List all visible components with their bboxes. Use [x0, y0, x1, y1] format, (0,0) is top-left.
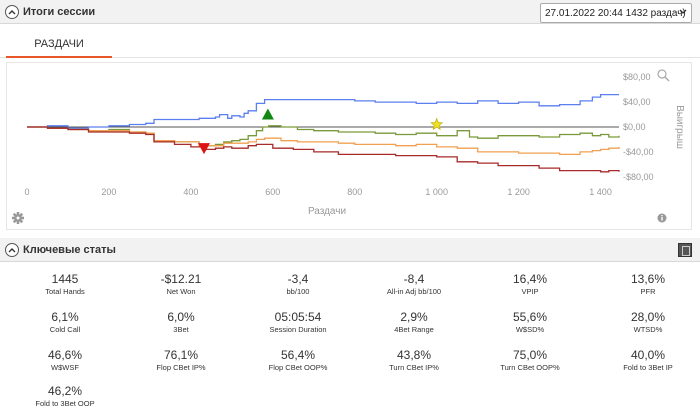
stat-cell: -3,4 bb/100: [240, 272, 356, 296]
stat-value: 55,6%: [512, 310, 548, 324]
stat-cell: 55,6% W$SD%: [472, 310, 588, 334]
stats-title: Ключевые статы: [23, 243, 116, 256]
x-tick-label: 1 200: [507, 187, 530, 197]
chevron-up-icon: [8, 9, 16, 14]
x-tick-label: 600: [265, 187, 280, 197]
y-tick-label: -$40,00: [623, 147, 654, 157]
stat-value: 43,8%: [396, 348, 432, 362]
gear-icon[interactable]: [12, 212, 24, 224]
stat-value: 40,0%: [630, 348, 666, 362]
stat-value: 13,6%: [630, 272, 666, 286]
stat-value: 1445: [51, 272, 79, 286]
stat-cell: 46,2% Fold to 3Bet OOP: [7, 384, 123, 408]
x-tick-label: 400: [183, 187, 198, 197]
tab-bar: РАЗДАЧИ: [0, 24, 700, 58]
stat-label: Flop CBet IP%: [156, 363, 206, 372]
stat-cell: 46,6% W$WSF: [7, 348, 123, 372]
series-line: [27, 93, 619, 129]
stats-header: Ключевые статы: [0, 238, 700, 262]
y-tick-label: $0,00: [623, 122, 646, 132]
collapse-stats-button[interactable]: [5, 242, 19, 257]
stat-value: 76,1%: [163, 348, 199, 362]
y-tick-label: $40,00: [623, 97, 651, 107]
stat-cell: 43,8% Turn CBet IP%: [356, 348, 472, 372]
stat-label: W$SD%: [515, 325, 545, 334]
stat-cell: 6,1% Cold Call: [7, 310, 123, 334]
stat-value: 2,9%: [400, 310, 428, 324]
stat-cell: 16,4% VPIP: [472, 272, 588, 296]
stat-cell: 6,0% 3Bet: [123, 310, 239, 334]
stat-value: 28,0%: [630, 310, 666, 324]
stat-value: 16,4%: [512, 272, 548, 286]
stat-value: 75,0%: [512, 348, 548, 362]
session-header: Итоги сессии 27.01.2022 20:44 1432 разда…: [0, 0, 700, 24]
stat-cell: 1445 Total Hands: [7, 272, 123, 296]
stat-value: 46,6%: [47, 348, 83, 362]
stat-value: -8,4: [403, 272, 425, 286]
stat-cell: 2,9% 4Bet Range: [356, 310, 472, 334]
tab-hands[interactable]: РАЗДАЧИ: [6, 32, 112, 58]
stat-label: All-in Adj bb/100: [386, 287, 442, 296]
y-axis-title: Выигрыш: [674, 105, 685, 149]
triangle-up-marker: [261, 108, 274, 120]
magnifier-icon[interactable]: [657, 69, 670, 82]
x-tick-label: 1 000: [425, 187, 448, 197]
stat-label: VPIP: [521, 287, 539, 296]
y-tick-label: -$80,00: [623, 172, 654, 182]
stat-label: W$WSF: [51, 363, 79, 372]
stat-label: 3Bet: [173, 325, 189, 334]
x-tick-label: 800: [347, 187, 362, 197]
stat-cell: 05:05:54 Session Duration: [240, 310, 356, 334]
stat-cell: 13,6% PFR: [590, 272, 700, 296]
stat-cell: 75,0% Turn CBet OOP%: [472, 348, 588, 372]
stat-label: 4Bet Range: [394, 325, 434, 334]
info-icon[interactable]: [657, 213, 667, 223]
session-select-value: 27.01.2022 20:44 1432 раздач): [545, 7, 686, 19]
stat-value: 46,2%: [47, 384, 83, 398]
chart-panel: 0 200 400 600 800 1 000 1 200 1 400 $80,00 $40,00…: [6, 62, 692, 230]
y-tick-label: $80,00: [623, 72, 651, 82]
stat-label: Fold to 3Bet OOP: [35, 399, 95, 408]
stat-cell: 28,0% WTSD%: [590, 310, 700, 334]
x-tick-label: 200: [101, 187, 116, 197]
x-tick-label: 0: [24, 187, 29, 197]
chevron-down-icon: [679, 9, 687, 14]
stat-cell: -8,4 All-in Adj bb/100: [356, 272, 472, 296]
stat-label: Flop CBet OOP%: [268, 363, 328, 372]
stat-label: Fold to 3Bet IP: [623, 363, 673, 372]
stat-label: Cold Call: [49, 325, 81, 334]
stat-cell: 56,4% Flop CBet OOP%: [240, 348, 356, 372]
stat-label: Total Hands: [45, 287, 85, 296]
stat-label: Turn CBet OOP%: [500, 363, 560, 372]
star-marker: [430, 117, 444, 131]
session-title: Итоги сессии: [23, 5, 96, 18]
series-line: [27, 125, 620, 147]
stat-cell: 76,1% Flop CBet IP%: [123, 348, 239, 372]
chevron-up-icon: [8, 247, 16, 252]
collapse-session-button[interactable]: [5, 4, 19, 19]
session-chart: 0 200 400 600 800 1 000 1 200 1 400 $80,00 $40,00…: [12, 69, 685, 224]
stat-value: -$12.21: [160, 272, 202, 286]
stat-value: 6,0%: [167, 310, 195, 324]
layout-toggle-button[interactable]: [678, 243, 692, 257]
stat-cell: -$12.21 Net Won: [123, 272, 239, 296]
key-stats-grid: 1445 Total Hands -$12.21 Net Won -3,4 bb/100-…: [0, 262, 700, 420]
stat-cell: 40,0% Fold to 3Bet IP: [590, 348, 700, 372]
stat-value: -3,4: [287, 272, 309, 286]
stat-label: Session Duration: [269, 325, 327, 334]
stat-value: 6,1%: [51, 310, 79, 324]
stat-label: bb/100: [286, 287, 310, 296]
stat-label: PFR: [640, 287, 656, 296]
stat-value: 05:05:54: [274, 310, 322, 324]
series-line: [27, 126, 620, 173]
stat-label: WTSD%: [633, 325, 663, 334]
x-tick-label: 1 400: [589, 187, 612, 197]
triangle-down-marker: [197, 143, 210, 155]
x-axis-title: Раздачи: [308, 206, 346, 217]
session-select[interactable]: 27.01.2022 20:44 1432 раздач): [540, 3, 692, 23]
stat-label: Net Won: [166, 287, 196, 296]
stat-value: 56,4%: [280, 348, 316, 362]
stat-label: Turn CBet IP%: [389, 363, 439, 372]
